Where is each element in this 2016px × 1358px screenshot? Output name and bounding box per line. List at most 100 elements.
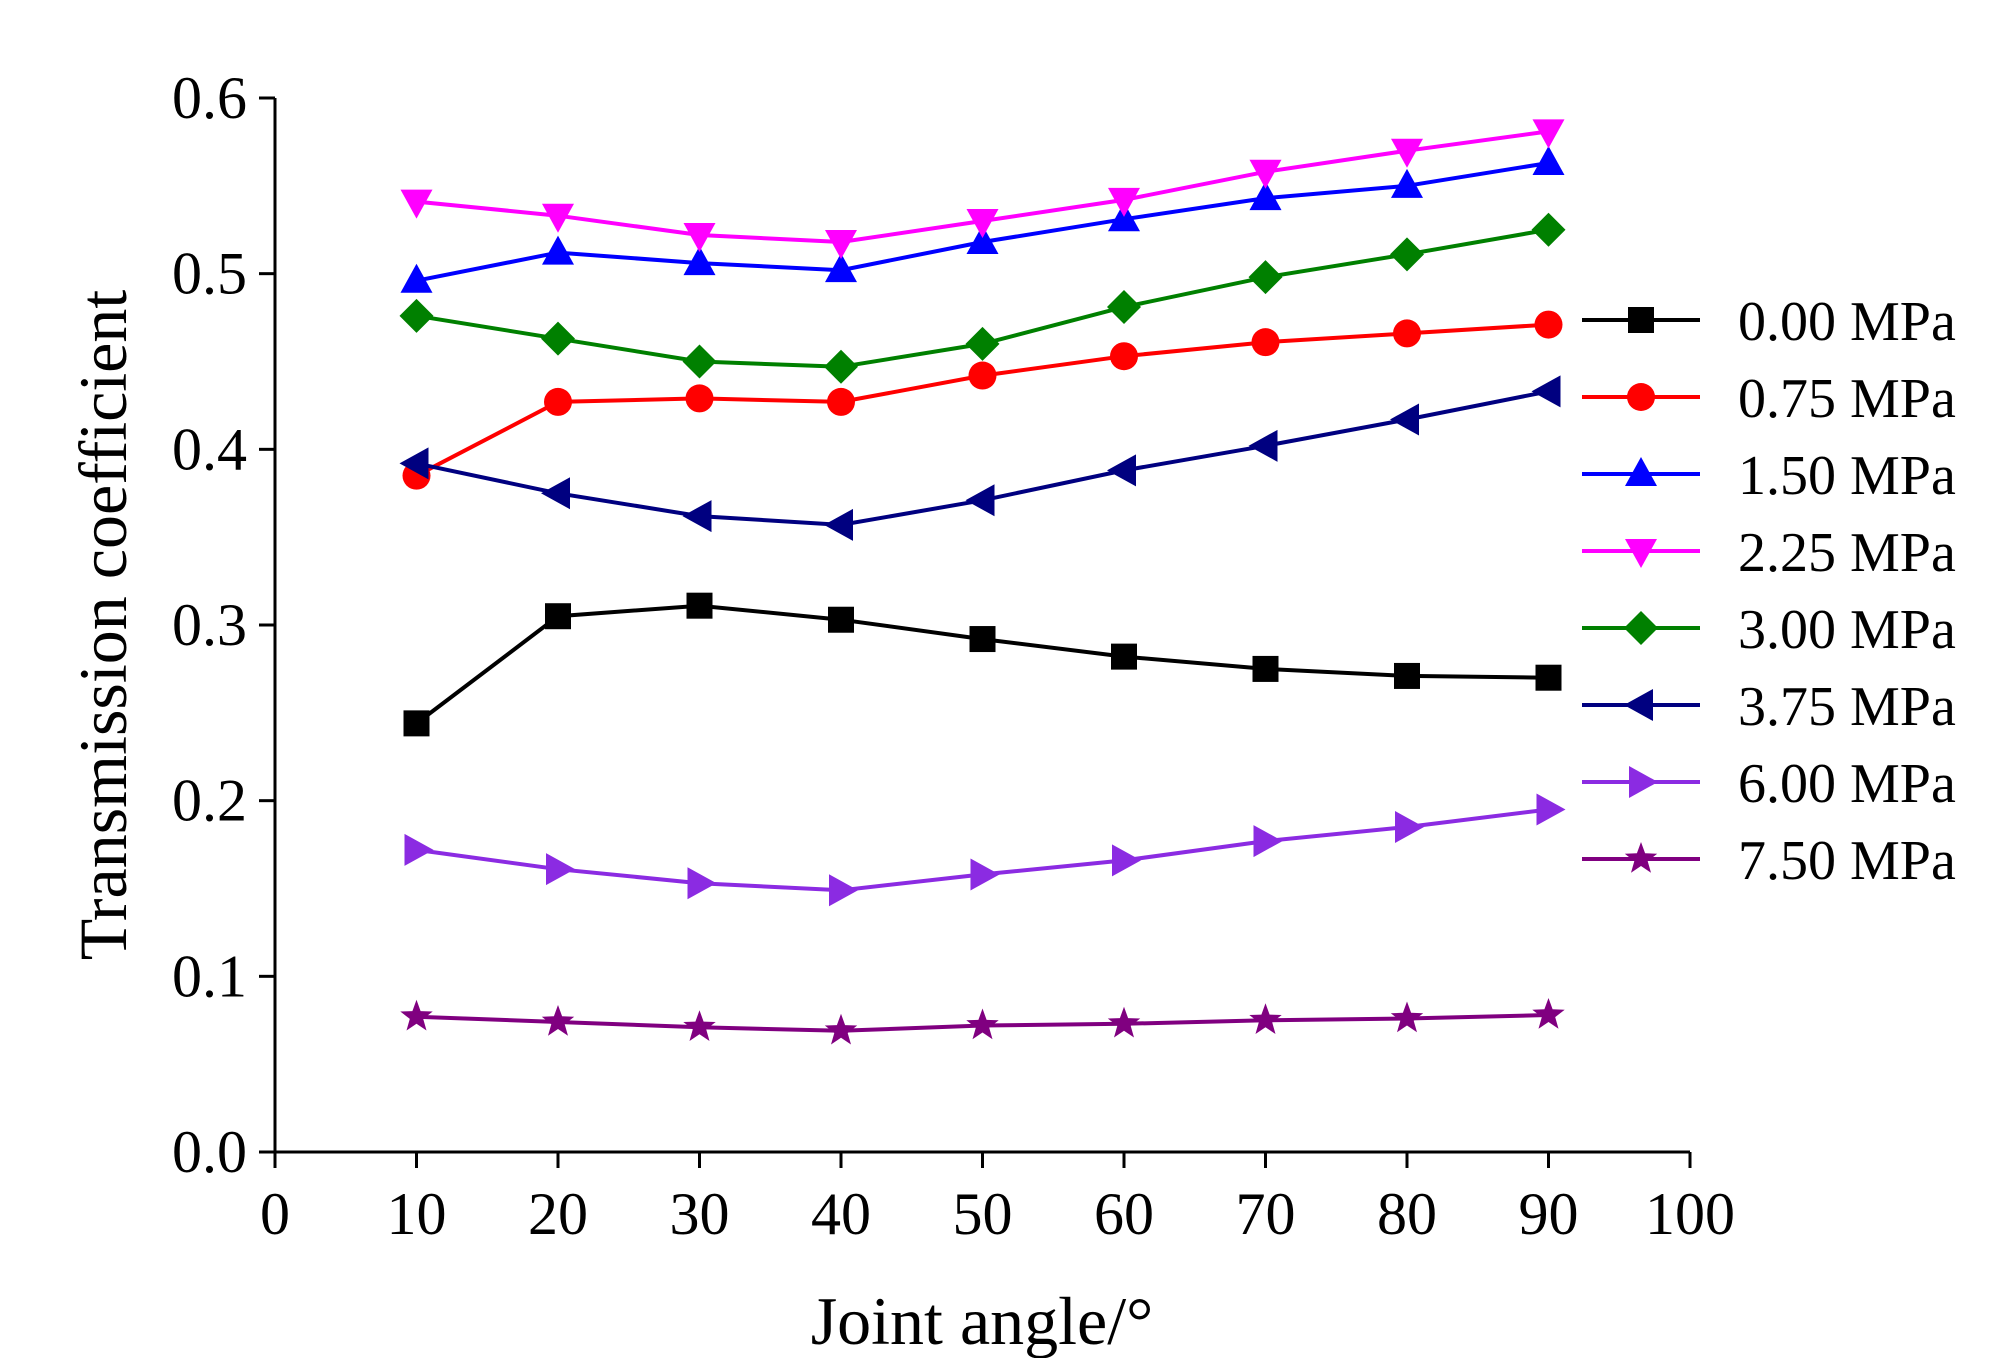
data-point-triangle-down bbox=[683, 223, 716, 253]
data-point-triangle-left bbox=[965, 484, 995, 517]
data-point-triangle-up bbox=[825, 253, 857, 283]
legend-item: 0.75 MPa bbox=[1582, 368, 1956, 430]
series-2-25-mpa bbox=[400, 119, 1565, 260]
data-point-circle bbox=[827, 387, 855, 416]
data-point-triangle-down bbox=[1625, 539, 1657, 568]
series-1-50-mpa bbox=[400, 145, 1565, 293]
data-point-triangle-down bbox=[542, 203, 574, 233]
data-point-square bbox=[403, 710, 430, 737]
legend-label: 2.25 MPa bbox=[1738, 522, 1956, 584]
data-point-diamond bbox=[1531, 212, 1566, 247]
data-point-circle bbox=[1393, 319, 1421, 348]
x-tick-label: 20 bbox=[528, 1181, 588, 1247]
legend-label: 3.75 MPa bbox=[1738, 676, 1956, 738]
legend-label: 7.50 MPa bbox=[1738, 830, 1956, 892]
data-point-diamond bbox=[1390, 237, 1424, 272]
data-point-circle bbox=[685, 384, 714, 413]
data-point-square bbox=[1628, 307, 1654, 333]
data-point-square bbox=[1111, 643, 1137, 670]
legend-item: 1.50 MPa bbox=[1582, 445, 1956, 507]
data-point-square bbox=[1252, 655, 1279, 682]
data-point-triangle-up bbox=[683, 246, 716, 276]
legend-item: 2.25 MPa bbox=[1582, 522, 1956, 584]
y-tick-label: 0.5 bbox=[172, 241, 247, 307]
series-0-00-mpa bbox=[403, 592, 1562, 737]
data-point-triangle-down bbox=[400, 189, 433, 219]
data-point-triangle-left bbox=[399, 447, 429, 480]
data-point-circle bbox=[1627, 383, 1655, 411]
data-point-triangle-down bbox=[1108, 187, 1140, 217]
y-tick-label: 0.2 bbox=[172, 768, 247, 834]
data-point-star bbox=[1532, 998, 1565, 1029]
x-tick-label: 70 bbox=[1236, 1181, 1296, 1247]
axes bbox=[273, 98, 1690, 1154]
data-point-triangle-left bbox=[682, 500, 712, 533]
series-layer bbox=[399, 119, 1566, 1045]
series-7-50-mpa bbox=[400, 998, 1565, 1045]
legend-label: 0.75 MPa bbox=[1738, 368, 1956, 430]
x-tick-label: 90 bbox=[1519, 1181, 1579, 1247]
data-point-square bbox=[1394, 662, 1420, 689]
data-point-star bbox=[400, 999, 433, 1031]
data-point-triangle-left bbox=[824, 508, 853, 541]
legend-item: 3.75 MPa bbox=[1582, 676, 1956, 738]
data-point-triangle-up bbox=[1391, 168, 1423, 198]
data-point-circle bbox=[1251, 328, 1280, 357]
data-point-triangle-right bbox=[970, 858, 1000, 891]
data-point-triangle-up bbox=[400, 263, 433, 293]
data-point-triangle-up bbox=[1625, 457, 1657, 486]
legend-item: 6.00 MPa bbox=[1582, 753, 1956, 815]
data-point-diamond bbox=[1624, 611, 1658, 645]
x-tick-label: 80 bbox=[1377, 1181, 1437, 1247]
data-point-triangle-right bbox=[1536, 793, 1566, 826]
legend-item: 0.00 MPa bbox=[1582, 291, 1956, 353]
data-point-triangle-right bbox=[404, 833, 434, 866]
data-point-triangle-left bbox=[541, 477, 570, 510]
data-point-square bbox=[686, 592, 713, 619]
data-point-star bbox=[683, 1010, 716, 1041]
data-point-square bbox=[969, 626, 996, 653]
data-point-square bbox=[545, 603, 571, 630]
legend-label: 0.00 MPa bbox=[1738, 291, 1956, 353]
data-point-triangle-left bbox=[1107, 454, 1136, 487]
x-tick-label: 40 bbox=[811, 1181, 871, 1247]
data-point-star bbox=[1107, 1006, 1141, 1038]
series-3-00-mpa bbox=[399, 212, 1566, 384]
data-point-square bbox=[1535, 664, 1562, 691]
series-line bbox=[415, 603, 1549, 725]
data-point-triangle-right bbox=[1253, 825, 1283, 858]
x-tick-label: 100 bbox=[1645, 1181, 1735, 1247]
y-tick-label: 0.1 bbox=[172, 943, 247, 1009]
data-point-triangle-down bbox=[966, 208, 999, 238]
data-point-triangle-right bbox=[1112, 844, 1141, 877]
data-point-triangle-down bbox=[1249, 159, 1282, 189]
data-point-star bbox=[1624, 842, 1658, 873]
data-point-circle bbox=[968, 361, 997, 390]
data-point-diamond bbox=[824, 349, 858, 384]
data-point-triangle-right bbox=[687, 867, 717, 900]
data-point-triangle-right bbox=[829, 874, 858, 907]
data-point-circle bbox=[1534, 310, 1563, 339]
data-point-triangle-right bbox=[1629, 766, 1658, 798]
x-tick-label: 50 bbox=[953, 1181, 1013, 1247]
data-point-triangle-up bbox=[1532, 145, 1565, 175]
data-point-triangle-down bbox=[1391, 138, 1423, 168]
data-point-diamond bbox=[1107, 290, 1141, 325]
legend: 0.00 MPa 0.75 MPa 1.50 MPa 2.25 MPa 3.00 MPa… bbox=[1582, 291, 1956, 892]
data-point-triangle-right bbox=[546, 853, 575, 886]
data-point-triangle-down bbox=[1532, 119, 1565, 149]
x-tick-label: 30 bbox=[670, 1181, 730, 1247]
data-point-star bbox=[1249, 1003, 1282, 1034]
series-6-00-mpa bbox=[404, 793, 1566, 907]
x-tick-label: 10 bbox=[387, 1181, 447, 1247]
data-point-diamond bbox=[682, 344, 717, 379]
x-ticks: 0 10 20 30 40 50 60 70 80 90 100 bbox=[260, 1152, 1735, 1247]
data-point-diamond bbox=[965, 326, 1000, 361]
data-point-circle bbox=[1110, 342, 1138, 371]
data-point-star bbox=[824, 1013, 858, 1045]
y-tick-label: 0.3 bbox=[172, 592, 247, 658]
y-tick-label: 0.6 bbox=[172, 65, 247, 131]
data-point-triangle-right bbox=[1395, 811, 1424, 844]
x-axis-title: Joint angle/° bbox=[811, 1283, 1154, 1358]
